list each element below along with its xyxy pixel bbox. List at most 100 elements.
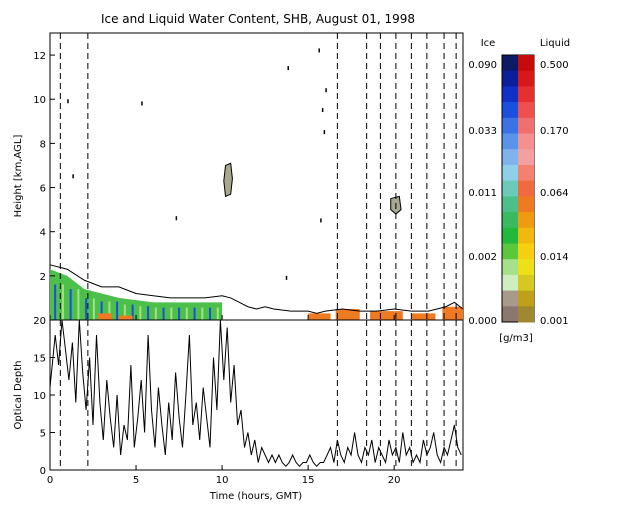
upper-y-axis-label: Height [km,AGL]	[13, 135, 24, 218]
lower-y-ticks: 0 5 10 15 20	[33, 316, 55, 477]
liquid-color-swatch	[518, 306, 534, 323]
optical-depth-series-line	[49, 319, 462, 468]
ice-tick-label: 0.002	[468, 252, 497, 263]
ice-tick-label: 0.090	[468, 60, 497, 71]
liquid-cloud-patch	[335, 308, 360, 320]
ice-color-swatch	[502, 102, 518, 119]
y-tick-label: 10	[33, 391, 46, 402]
liquid-color-swatch	[518, 117, 534, 135]
x-tick-label: 15	[302, 475, 315, 486]
liquid-color-swatch	[518, 180, 534, 197]
radar-speck	[141, 101, 143, 106]
liquid-color-swatch	[518, 133, 534, 150]
ice-color-swatch	[502, 86, 518, 103]
y-tick-label: 5	[40, 429, 46, 440]
liquid-tick-label: 0.500	[540, 60, 569, 71]
ice-color-swatch	[502, 70, 518, 87]
y-tick-label: 0	[40, 466, 46, 477]
lower-y-axis-label: Optical Depth	[13, 361, 24, 430]
ice-color-swatch	[502, 164, 518, 182]
liquid-tick-label: 0.064	[540, 188, 569, 199]
radar-speck	[72, 174, 74, 179]
y-tick-label: 12	[33, 51, 46, 62]
cloud-boundary-contour	[49, 264, 464, 314]
ice-tick-label: 0.000	[468, 316, 497, 327]
ice-color-swatch	[502, 117, 518, 135]
ice-color-swatch	[502, 227, 518, 244]
radar-speck	[323, 130, 326, 135]
upper-content	[49, 48, 464, 320]
liquid-color-scale	[518, 55, 534, 323]
x-tick-label: 10	[216, 475, 229, 486]
upper-dashed-lines	[59, 33, 457, 320]
ice-cloud-layer	[50, 269, 223, 320]
radar-speck	[325, 88, 327, 93]
liquid-color-swatch	[518, 55, 534, 72]
ice-color-swatch	[502, 149, 518, 166]
liquid-color-swatch	[518, 86, 534, 103]
liquid-cloud-patch	[98, 313, 112, 320]
y-tick-label: 15	[33, 354, 46, 365]
liquid-color-swatch	[518, 149, 534, 166]
ice-color-swatch	[502, 243, 518, 260]
ice-cloud-cell	[223, 162, 233, 198]
x-ticks: 0 5 10 15 20	[47, 315, 401, 486]
liquid-color-swatch	[518, 102, 534, 119]
liquid-color-swatch	[518, 274, 534, 292]
colorbar-units: [g/m3]	[499, 333, 533, 344]
liquid-color-swatch	[518, 164, 534, 182]
liquid-color-swatch	[518, 70, 534, 87]
colorbar-ice-label: Ice	[481, 38, 496, 49]
x-axis-label: Time (hours, GMT)	[209, 491, 303, 502]
colorbar-liquid-label: Liquid	[540, 38, 570, 49]
ice-color-swatch	[502, 274, 518, 292]
radar-speck	[318, 48, 320, 53]
ice-color-swatch	[502, 259, 518, 276]
y-tick-label: 4	[40, 228, 46, 239]
liquid-cloud-patch	[308, 313, 331, 320]
x-tick-label: 0	[47, 475, 53, 486]
colorbar-tick-labels: 0.090 0.033 0.011 0.002 0.000 0.500 0.170 0.064…	[468, 60, 568, 327]
ice-color-swatch	[502, 180, 518, 197]
y-tick-label: 6	[40, 184, 46, 195]
radar-speck	[175, 216, 178, 221]
water-content-panel: 2 4 6 8 10 12 Height [km,AGL]	[13, 32, 464, 321]
x-tick-label: 20	[388, 475, 401, 486]
radar-speck	[285, 275, 288, 280]
x-tick-label: 5	[133, 475, 139, 486]
ice-tick-label: 0.033	[468, 126, 497, 137]
liquid-cloud-patch	[442, 306, 463, 320]
liquid-tick-label: 0.001	[540, 316, 569, 327]
ice-color-swatch	[502, 306, 518, 323]
radar-speck	[67, 99, 69, 104]
y-tick-label: 8	[40, 139, 46, 150]
liquid-cloud-patch	[118, 315, 133, 320]
liquid-color-swatch	[518, 259, 534, 276]
liquid-tick-label: 0.170	[540, 126, 569, 137]
ice-tick-label: 0.011	[468, 188, 497, 199]
upper-y-ticks: 2 4 6 8 10 12	[33, 51, 55, 283]
colorbar: Ice Liquid 0.090 0.033 0.011 0.002 0.000 0.50…	[468, 38, 570, 344]
ice-color-swatch	[502, 133, 518, 150]
radar-speck	[321, 108, 324, 113]
ice-color-swatch	[502, 290, 518, 307]
ice-color-swatch	[502, 196, 518, 213]
y-tick-label: 20	[33, 316, 46, 327]
ice-color-swatch	[502, 55, 518, 72]
ice-color-swatch	[502, 212, 518, 229]
radar-speck	[287, 66, 289, 71]
liquid-color-swatch	[518, 290, 534, 307]
chart-title: Ice and Liquid Water Content, SHB, Augus…	[101, 12, 415, 26]
upper-plot-frame	[49, 32, 464, 321]
radar-speck	[320, 218, 322, 223]
lower-dashed-lines	[59, 320, 457, 470]
liquid-cloud-patch	[370, 311, 403, 320]
y-tick-label: 10	[33, 95, 46, 106]
liquid-color-swatch	[518, 243, 534, 260]
liquid-cloud-patch	[411, 313, 436, 320]
liquid-color-swatch	[518, 212, 534, 229]
optical-depth-panel: 0 5 10 15 20 0 5 10 15 20 Optical Depth Time (ho…	[13, 315, 464, 502]
liquid-tick-label: 0.014	[540, 252, 569, 263]
liquid-color-swatch	[518, 227, 534, 244]
